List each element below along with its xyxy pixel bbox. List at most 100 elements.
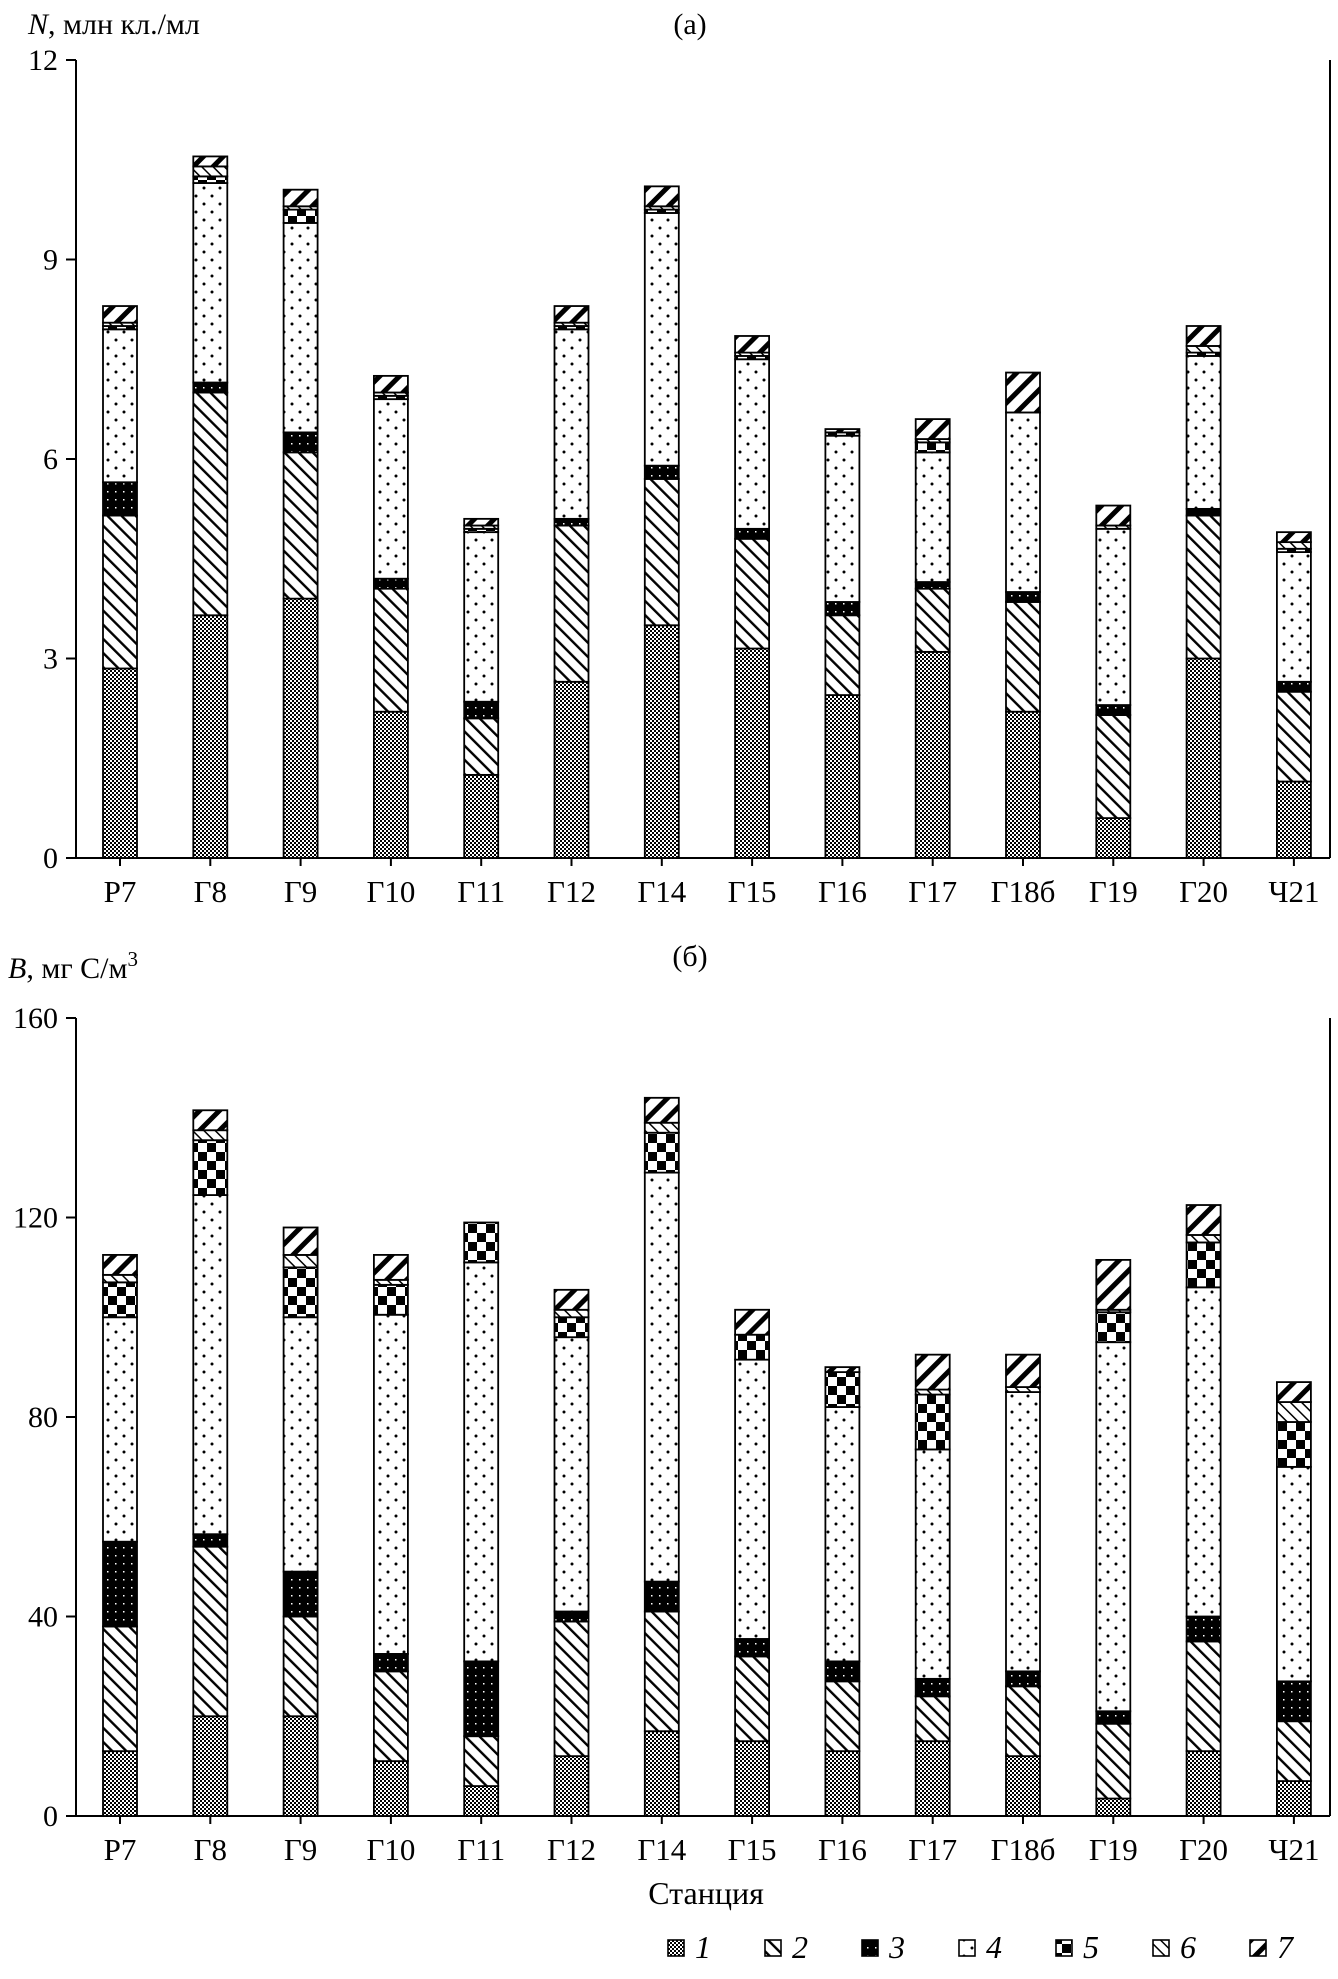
bar-segment-4-Г8 bbox=[192, 182, 229, 384]
bar-segment-4-Г18б bbox=[1005, 1391, 1041, 1673]
panel-label: (б) bbox=[672, 940, 707, 973]
bar-segment-1-Г8 bbox=[192, 614, 229, 859]
bar-segment-7-Г20 bbox=[1185, 1204, 1222, 1236]
y-tick-label: 0 bbox=[43, 1800, 58, 1833]
bar-segment-1-Г18б bbox=[1005, 710, 1041, 859]
bar-segment-4-Р7 bbox=[102, 1316, 138, 1543]
bar-segment-7-Г10 bbox=[372, 1254, 409, 1281]
x-tick-label: Г19 bbox=[1089, 1832, 1138, 1867]
x-tick-label: Ч21 bbox=[1268, 1832, 1319, 1867]
bar-segment-1-Г16 bbox=[824, 1750, 861, 1817]
bar-segment-1-Г12 bbox=[553, 1755, 590, 1817]
x-tick-label: Р7 bbox=[104, 1832, 137, 1867]
bar-segment-7-Г10 bbox=[372, 374, 409, 394]
bar-segment-7-Г15 bbox=[734, 1308, 770, 1336]
axes: 0 40 80 120 160 Р7 Г8 Г9 Г10 Г11 Г12 Г14 Г15 Г16 Г17 Г1… bbox=[13, 1002, 1331, 1867]
bar-segment-3-Р7 bbox=[102, 1540, 138, 1628]
bar-segment-1-Ч21 bbox=[1276, 780, 1312, 859]
x-tick-label: Г10 bbox=[366, 1832, 415, 1867]
bar-segment-4-Р7 bbox=[102, 328, 138, 484]
bar-segment-4-Г17 bbox=[914, 1448, 951, 1680]
bar-segment-2-Г15 bbox=[734, 537, 770, 650]
bar-segment-3-Г12 bbox=[553, 517, 590, 527]
bar-segment-7-Ч21 bbox=[1276, 1381, 1312, 1403]
bar-segment-7-Г16 bbox=[824, 428, 861, 434]
y-axis-label: N, млн кл./мл bbox=[27, 8, 200, 41]
bar-segment-1-Г16 bbox=[824, 694, 861, 859]
bar-segment-3-Г10 bbox=[372, 1653, 409, 1673]
bar-segment-1-Г17 bbox=[914, 650, 951, 859]
bar-segment-5-Г17 bbox=[914, 441, 951, 454]
bar-segment-5-Г19 bbox=[1095, 1311, 1132, 1344]
bar-segment-6-Р7 bbox=[102, 1273, 138, 1284]
bar-segment-3-Г12 bbox=[553, 1610, 590, 1623]
bar-segment-6-Г20 bbox=[1185, 1234, 1222, 1244]
bar-segment-1-Г8 bbox=[192, 1715, 229, 1817]
y-tick-label: 120 bbox=[13, 1202, 58, 1235]
y-tick-label: 6 bbox=[43, 443, 58, 476]
bars bbox=[102, 155, 1312, 859]
bar-segment-1-Г11 bbox=[463, 773, 500, 859]
legend-label: 7 bbox=[1277, 1929, 1295, 1965]
bar-segment-6-Г12 bbox=[553, 1308, 590, 1319]
bar-segment-7-Г14 bbox=[643, 1096, 680, 1124]
legend-label: 1 bbox=[695, 1929, 711, 1965]
legend-swatch-1 bbox=[667, 1939, 685, 1957]
bar-segment-7-Г20 bbox=[1185, 325, 1222, 347]
bar-segment-7-Г19 bbox=[1095, 1258, 1132, 1311]
x-tick-label: Г18б bbox=[991, 874, 1056, 909]
bar-segment-3-Г10 bbox=[372, 577, 409, 590]
bar-segment-2-Г9 bbox=[282, 451, 319, 600]
bar-segment-3-Г8 bbox=[192, 1533, 229, 1548]
bar-segment-1-Г10 bbox=[372, 1760, 409, 1817]
x-tick-label: Г11 bbox=[457, 874, 505, 909]
y-tick-label: 40 bbox=[28, 1601, 58, 1634]
legend-swatch-2 bbox=[764, 1939, 782, 1957]
bar-segment-5-Г8 bbox=[192, 175, 229, 184]
bar-segment-3-Г20 bbox=[1185, 507, 1222, 517]
bar-segment-6-Г14 bbox=[643, 1121, 680, 1134]
bar-segment-6-Г9 bbox=[282, 1254, 319, 1269]
bar-segment-6-Г20 bbox=[1185, 345, 1222, 354]
bar-segment-7-Г15 bbox=[734, 335, 770, 354]
bar-segment-1-Г9 bbox=[282, 597, 319, 859]
bar-segment-3-Г19 bbox=[1095, 1710, 1132, 1725]
bar-segment-6-Г8 bbox=[192, 1129, 229, 1142]
bar-segment-7-Г17 bbox=[914, 1353, 951, 1391]
x-tick-label: Г12 bbox=[547, 874, 596, 909]
x-tick-label: Г8 bbox=[194, 1832, 227, 1867]
y-tick-label: 9 bbox=[43, 244, 58, 277]
bar-segment-1-Ч21 bbox=[1276, 1780, 1312, 1817]
bar-segment-1-Г11 bbox=[463, 1785, 500, 1817]
bar-segment-3-Р7 bbox=[102, 481, 138, 517]
panel-a: N, млн кл./мл (а) 0 3 6 9 12 Р7 Г8 Г9 Г10 Г11 Г12 Г… bbox=[27, 8, 1331, 909]
bar-segment-2-Г20 bbox=[1185, 1640, 1222, 1753]
bar-segment-4-Г17 bbox=[914, 451, 951, 583]
bar-segment-4-Г12 bbox=[553, 1336, 590, 1613]
bar-segment-7-Р7 bbox=[102, 1254, 138, 1276]
bar-segment-4-Г16 bbox=[824, 434, 861, 603]
bar-segment-3-Г20 bbox=[1185, 1615, 1222, 1643]
bar-segment-4-Г18б bbox=[1005, 411, 1041, 593]
bar-segment-3-Ч21 bbox=[1276, 1680, 1312, 1723]
bar-segment-5-Г8 bbox=[192, 1139, 229, 1196]
x-tick-label: Г8 bbox=[194, 874, 227, 909]
bar-segment-3-Г18б bbox=[1005, 591, 1041, 603]
x-tick-label: Г15 bbox=[728, 874, 777, 909]
x-tick-label: Г17 bbox=[908, 1832, 957, 1867]
bar-segment-4-Г15 bbox=[734, 1358, 770, 1640]
bar-segment-1-Г20 bbox=[1185, 657, 1222, 859]
x-tick-label: Г20 bbox=[1179, 1832, 1228, 1867]
bar-segment-5-Р7 bbox=[102, 1281, 138, 1319]
bar-segment-3-Ч21 bbox=[1276, 680, 1312, 693]
bar-segment-7-Г9 bbox=[282, 1226, 319, 1256]
bar-segment-5-Г10 bbox=[372, 1283, 409, 1316]
x-tick-label: Г17 bbox=[908, 874, 957, 909]
bar-segment-1-Г14 bbox=[643, 624, 680, 859]
bar-segment-7-Г16 bbox=[824, 1366, 861, 1374]
bar-segment-2-Г11 bbox=[463, 1735, 500, 1787]
bar-segment-2-Г8 bbox=[192, 391, 229, 617]
bar-segment-3-Г18б bbox=[1005, 1670, 1041, 1688]
bar-segment-3-Г8 bbox=[192, 381, 229, 394]
